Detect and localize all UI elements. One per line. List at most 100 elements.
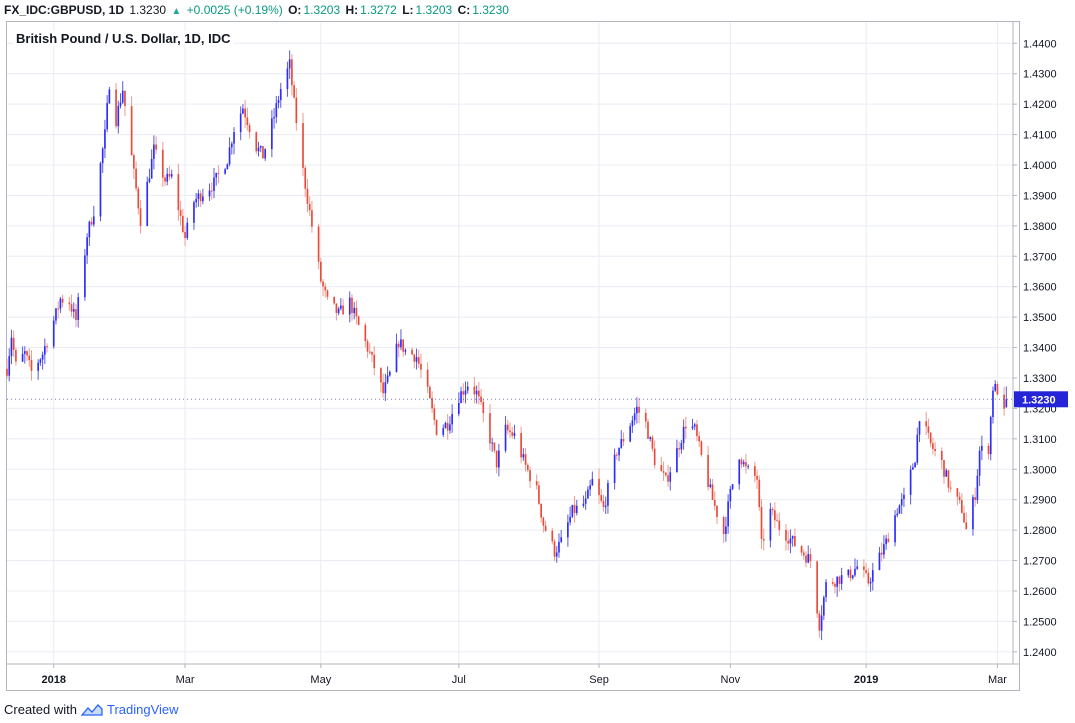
candle-body xyxy=(753,466,756,476)
open-label: O: xyxy=(288,3,302,17)
candle-body xyxy=(976,475,979,500)
candle-body xyxy=(275,103,278,118)
candle-body xyxy=(101,148,104,164)
candle-body xyxy=(544,525,547,531)
candle-body xyxy=(57,308,60,310)
candle-body xyxy=(896,513,899,516)
candle-body xyxy=(475,390,478,395)
candlestick-chart[interactable]: 1.4400 1.4300 1.4200 1.4100 1.4000 1.3900 1.38… xyxy=(0,0,1075,700)
change-value: +0.0025 (+0.19%) xyxy=(186,3,283,17)
tradingview-logo-icon[interactable] xyxy=(80,703,103,717)
candle-body xyxy=(709,484,712,487)
candle-body xyxy=(115,89,117,127)
candle-body xyxy=(571,505,574,517)
candle-body xyxy=(669,472,672,482)
candle-body xyxy=(747,466,749,468)
candle-body xyxy=(15,350,17,362)
candle-body xyxy=(355,307,358,317)
candle-body xyxy=(184,232,186,239)
candle-body xyxy=(482,401,485,414)
candle-body xyxy=(551,530,554,542)
candle-body xyxy=(684,426,687,429)
candle-body xyxy=(197,193,200,199)
candle-body xyxy=(77,297,80,320)
candle-body xyxy=(974,497,976,500)
y-tick-label: 1.3000 xyxy=(1023,464,1057,476)
candle-body xyxy=(894,515,896,543)
candle-body xyxy=(898,505,901,514)
y-tick-label: 1.3300 xyxy=(1023,373,1057,385)
y-tick-label: 1.4300 xyxy=(1023,69,1057,81)
candle-body xyxy=(12,337,15,351)
candle-body xyxy=(108,89,111,104)
candle-body xyxy=(791,535,794,539)
y-tick-label: 1.3400 xyxy=(1023,343,1057,355)
candle-body xyxy=(693,424,696,427)
candle-body xyxy=(856,566,859,569)
candle-body xyxy=(193,202,195,223)
candle-body xyxy=(442,428,445,435)
candle-body xyxy=(629,426,632,442)
x-tick-label: Jul xyxy=(452,674,466,686)
candle-body xyxy=(308,203,311,211)
candle-body xyxy=(433,408,436,420)
candle-body xyxy=(925,421,928,427)
candle-body xyxy=(613,454,616,484)
candle-body xyxy=(380,368,382,383)
candle-body xyxy=(598,478,600,496)
candle-body xyxy=(760,507,763,539)
candle-body xyxy=(867,572,870,584)
candle-body xyxy=(883,544,885,555)
candle-body xyxy=(244,108,246,118)
x-tick-label: Sep xyxy=(589,674,609,686)
candle-body xyxy=(622,439,625,442)
candle-body xyxy=(75,309,77,320)
candle-body xyxy=(885,538,887,545)
last-price-tag xyxy=(1014,391,1068,408)
candle-body xyxy=(23,351,26,354)
candle-body xyxy=(1003,394,1005,409)
candle-body xyxy=(660,465,663,472)
chart-frame[interactable] xyxy=(6,21,1020,691)
candle-body xyxy=(230,143,233,148)
candle-body xyxy=(259,146,262,148)
y-tick-label: 1.4100 xyxy=(1023,130,1057,142)
candle-body xyxy=(37,362,39,371)
candle-body xyxy=(865,570,867,573)
candle-body xyxy=(286,68,289,90)
candle-body xyxy=(960,500,963,513)
candle-body xyxy=(745,462,747,467)
candle-body xyxy=(540,503,542,518)
candle-body xyxy=(644,412,647,422)
candle-body xyxy=(491,442,494,444)
x-tick-label: Nov xyxy=(721,674,741,686)
tradingview-brand[interactable]: TradingView xyxy=(106,702,179,717)
candle-body xyxy=(449,424,451,431)
candle-body xyxy=(319,261,322,282)
candle-body xyxy=(591,478,594,486)
candle-body xyxy=(678,448,680,450)
candle-body xyxy=(1005,399,1008,408)
candle-body xyxy=(664,472,667,476)
candle-body xyxy=(311,210,313,227)
candle-body xyxy=(224,169,226,174)
candle-body xyxy=(818,613,821,631)
candle-body xyxy=(489,413,491,444)
candle-body xyxy=(649,437,652,439)
candle-body xyxy=(293,85,295,98)
candle-body xyxy=(887,538,890,543)
candle-body xyxy=(981,445,983,451)
candle-body xyxy=(435,419,438,435)
candle-body xyxy=(940,450,943,461)
candle-body xyxy=(59,298,62,309)
candle-body xyxy=(511,432,514,436)
candle-body xyxy=(199,193,202,202)
candle-body xyxy=(464,390,467,395)
candle-body xyxy=(228,147,231,165)
candle-body xyxy=(462,391,465,395)
symbol-label[interactable]: FX_IDC:GBPUSD, 1D xyxy=(4,3,125,17)
candle-body xyxy=(776,520,778,522)
candle-body xyxy=(351,297,353,314)
chart-title: British Pound / U.S. Dollar, 1D, IDC xyxy=(13,31,234,46)
candle-body xyxy=(774,510,776,521)
